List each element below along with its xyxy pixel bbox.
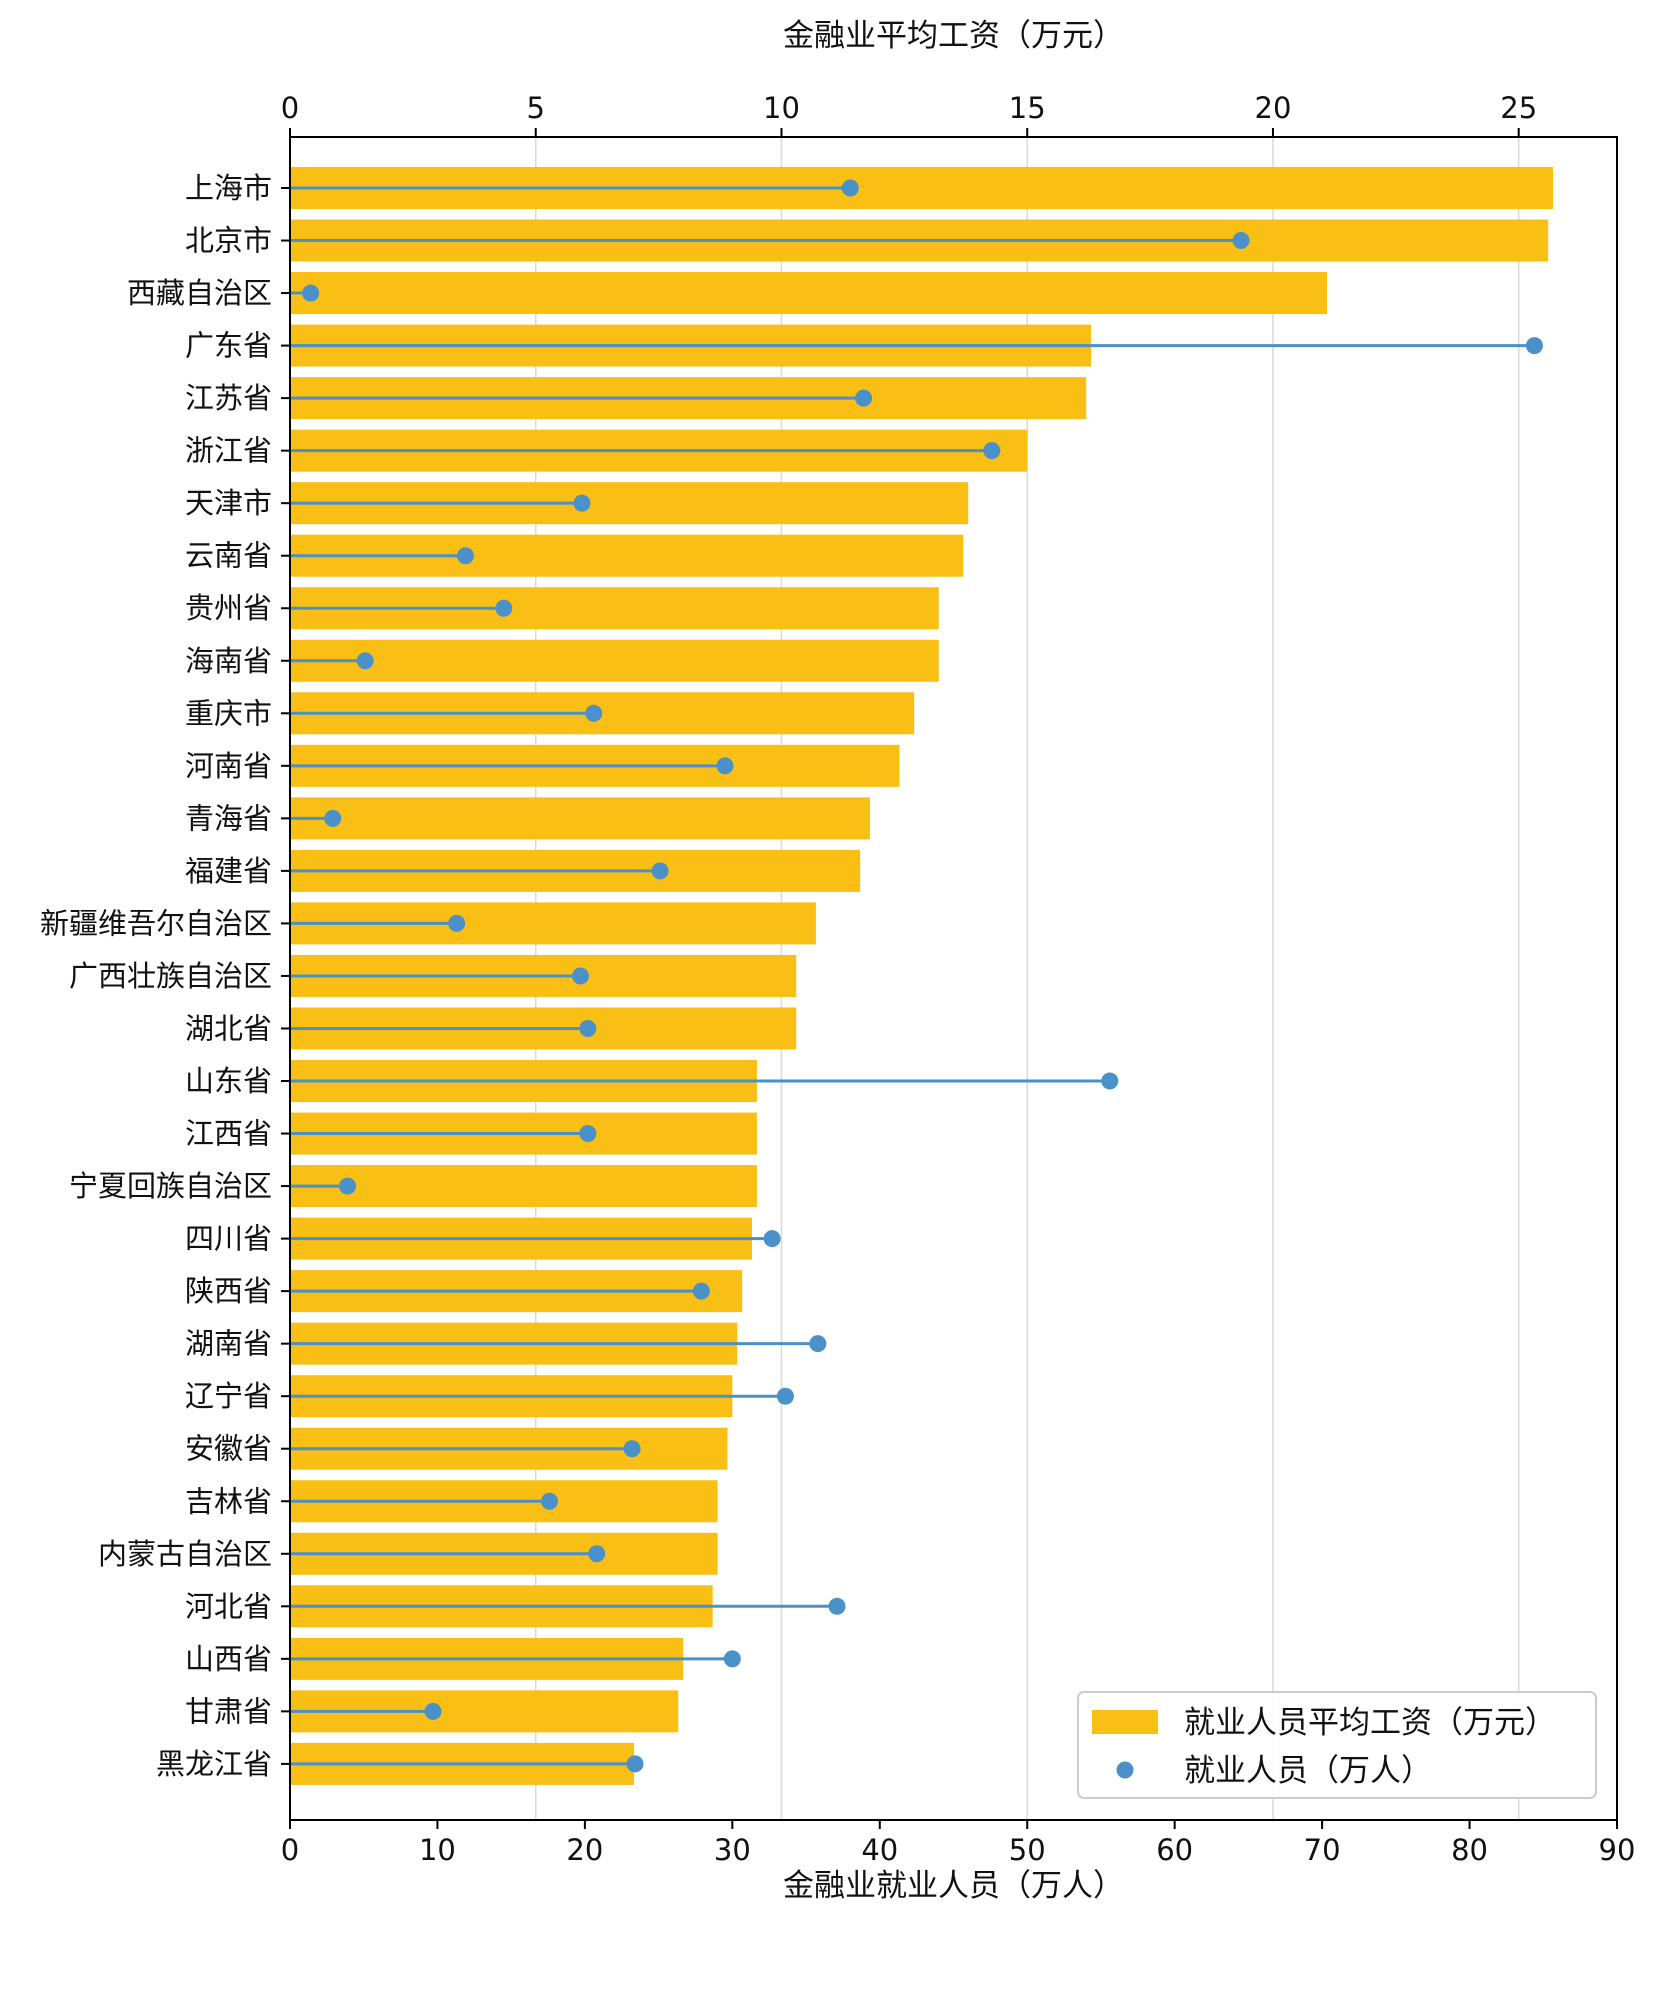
top-tick-label: 15 (1009, 91, 1046, 125)
lollipop-dot (573, 494, 591, 512)
category-label: 安徽省 (185, 1432, 272, 1466)
bottom-tick-label: 40 (861, 1833, 898, 1867)
legend-label-wage: 就业人员平均工资（万元） (1184, 1705, 1556, 1741)
legend-label-employees: 就业人员（万人） (1184, 1753, 1432, 1789)
lollipop-dot (1232, 232, 1250, 250)
bar (290, 797, 870, 840)
bar (290, 272, 1328, 315)
lollipop-dot (339, 1177, 357, 1195)
category-label: 浙江省 (185, 434, 272, 468)
category-label: 湖南省 (185, 1327, 272, 1361)
category-label: 海南省 (185, 644, 272, 678)
category-label: 四川省 (185, 1222, 272, 1256)
category-label: 重庆市 (185, 696, 272, 730)
bar (290, 1165, 757, 1208)
top-axis-title: 金融业平均工资（万元） (783, 18, 1124, 54)
lollipop-dot (828, 1597, 846, 1615)
lollipop-dot (763, 1230, 781, 1248)
lollipop-dot (579, 1019, 597, 1037)
category-label: 内蒙古自治区 (98, 1537, 272, 1571)
lollipop-dot (456, 547, 474, 565)
bottom-tick-label: 0 (281, 1833, 299, 1867)
category-label: 河北省 (185, 1589, 272, 1623)
lollipop-dot (841, 179, 859, 197)
category-label: 甘肃省 (185, 1694, 272, 1728)
legend: 就业人员平均工资（万元） 就业人员（万人） (1077, 1691, 1597, 1799)
top-tick-label: 10 (763, 91, 800, 125)
bottom-axis: 0 10 20 30 40 50 60 70 80 90 (281, 1820, 1636, 1867)
bottom-tick-label: 10 (419, 1833, 456, 1867)
lollipop-dot (776, 1387, 794, 1405)
lollipop-dot (855, 389, 873, 407)
lollipop-dot (571, 967, 589, 985)
category-label: 辽宁省 (185, 1379, 272, 1413)
lollipop-dot (623, 1440, 641, 1458)
bottom-tick-label: 70 (1304, 1833, 1341, 1867)
bottom-tick-label: 60 (1156, 1833, 1193, 1867)
lollipop-dot (692, 1282, 710, 1300)
legend-bar-swatch (1092, 1710, 1158, 1734)
top-tick-label: 25 (1500, 91, 1537, 125)
category-label: 贵州省 (185, 591, 272, 625)
category-label: 宁夏回族自治区 (69, 1169, 272, 1203)
lollipop-dot (448, 914, 466, 932)
category-label: 山东省 (185, 1064, 272, 1098)
category-label: 河南省 (185, 749, 272, 783)
lollipop-series (290, 179, 1543, 1773)
category-label: 山西省 (185, 1642, 272, 1676)
top-axis: 0 5 10 15 20 25 (281, 91, 1537, 137)
lollipop-dot (716, 757, 734, 775)
category-label: 北京市 (185, 224, 272, 258)
category-label: 西藏自治区 (127, 276, 272, 310)
lollipop-dot (723, 1650, 741, 1668)
plot-frame (289, 136, 1618, 1821)
lollipop-dot (302, 284, 320, 302)
bottom-tick-label: 50 (1009, 1833, 1046, 1867)
top-tick-label: 20 (1255, 91, 1292, 125)
category-label: 上海市 (185, 171, 272, 205)
category-label: 湖北省 (185, 1011, 272, 1045)
lollipop-dot (356, 652, 374, 670)
bottom-tick-label: 30 (714, 1833, 751, 1867)
legend-box (1077, 1691, 1597, 1799)
bottom-tick-label: 80 (1451, 1833, 1488, 1867)
lollipop-dot (541, 1492, 559, 1510)
legend-dot-swatch (1116, 1761, 1134, 1779)
lollipop-dot (579, 1125, 597, 1143)
category-axis: 上海市北京市西藏自治区广东省江苏省浙江省天津市云南省贵州省海南省重庆市河南省青海… (40, 171, 290, 1781)
lollipop-dot (585, 704, 603, 722)
lollipop-dot (588, 1545, 606, 1563)
lollipop-dot (626, 1755, 644, 1773)
lollipop-dot (1525, 337, 1543, 355)
lollipop-dot (1101, 1072, 1119, 1090)
bottom-tick-label: 90 (1599, 1833, 1636, 1867)
category-label: 广西壮族自治区 (69, 959, 272, 993)
top-tick-label: 5 (527, 91, 545, 125)
bottom-axis-title: 金融业就业人员（万人） (783, 1868, 1124, 1904)
category-label: 江西省 (185, 1117, 272, 1151)
category-label: 江苏省 (185, 381, 272, 415)
category-label: 云南省 (185, 539, 272, 573)
category-label: 黑龙江省 (156, 1747, 272, 1781)
lollipop-dot (495, 599, 513, 617)
bottom-tick-label: 20 (566, 1833, 603, 1867)
category-label: 广东省 (185, 329, 272, 363)
lollipop-dot (651, 862, 669, 880)
bar (290, 639, 939, 682)
category-label: 天津市 (185, 486, 272, 520)
lollipop-dot (324, 809, 342, 827)
category-label: 新疆维吾尔自治区 (40, 906, 272, 940)
lollipop-dot (424, 1702, 442, 1720)
lollipop-dot (983, 442, 1001, 460)
category-label: 吉林省 (185, 1484, 272, 1518)
category-label: 陕西省 (185, 1274, 272, 1308)
category-label: 福建省 (185, 854, 272, 888)
top-tick-label: 0 (281, 91, 299, 125)
lollipop-dot (809, 1335, 827, 1353)
category-label: 青海省 (185, 801, 272, 835)
